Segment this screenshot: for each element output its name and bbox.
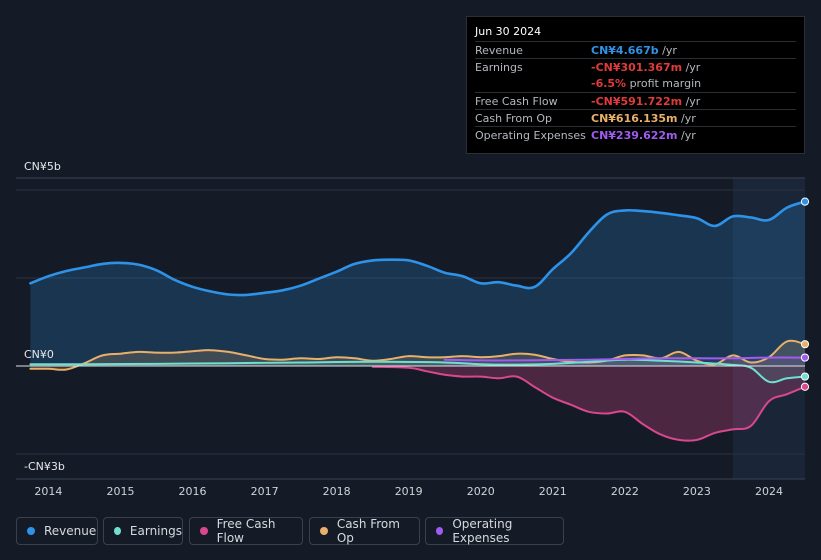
x-tick-label: 2020 — [467, 485, 495, 498]
tooltip-row-profit-margin: -6.5% profit margin — [475, 75, 796, 92]
x-tick-label: 2024 — [755, 485, 783, 498]
y-tick-label: CN¥0 — [24, 348, 54, 361]
tooltip-label: Free Cash Flow — [475, 95, 558, 108]
x-tick-label: 2021 — [539, 485, 567, 498]
series-lines — [29, 200, 807, 442]
free-cash-flow-area — [372, 366, 805, 441]
tooltip-row-operating-expenses: Operating Expenses CN¥239.622m /yr — [475, 126, 796, 144]
tooltip-value-wrap: CN¥239.622m /yr — [591, 129, 696, 142]
legend-label: Free Cash Flow — [216, 517, 276, 545]
revenue-area — [30, 201, 805, 366]
legend-dot-icon — [436, 527, 444, 535]
plot-background — [16, 178, 805, 479]
tooltip-value-wrap: -CN¥591.722m /yr — [591, 95, 700, 108]
tooltip-value: CN¥4.667b — [591, 44, 659, 57]
tooltip-value: CN¥616.135m — [591, 112, 678, 125]
legend-label: Operating Expenses — [452, 517, 513, 545]
tooltip-value: -6.5% — [591, 77, 627, 90]
cash-from-op-end-marker — [800, 340, 810, 349]
legend-item-cash-from-op[interactable]: Cash From Op — [309, 517, 420, 545]
tooltip-unit: /yr — [662, 44, 677, 57]
tooltip-label: Revenue — [475, 44, 523, 57]
tooltip-value-wrap: -CN¥301.367m /yr — [591, 61, 700, 74]
earnings-line — [29, 358, 806, 384]
tooltip-value-wrap: CN¥4.667b /yr — [591, 44, 677, 57]
series-end-markers — [800, 197, 810, 391]
y-axis-labels: CN¥5b CN¥0 -CN¥3b — [24, 160, 65, 473]
cash-from-op-line — [29, 339, 806, 371]
tooltip-value: CN¥239.622m — [591, 129, 678, 142]
tooltip-unit: /yr — [685, 95, 701, 108]
tooltip-row-earnings: Earnings -CN¥301.367m /yr — [475, 58, 796, 76]
x-tick-label: 2018 — [323, 485, 351, 498]
tooltip-date: Jun 30 2024 — [475, 25, 542, 38]
legend-dot-icon — [27, 527, 35, 535]
earnings-end-marker — [800, 372, 810, 381]
x-axis-labels: 2014 2015 2016 2017 2018 2019 2020 2021 2022 2023… — [34, 485, 783, 498]
x-tick-label: 2023 — [683, 485, 711, 498]
tooltip-unit: /yr — [681, 129, 696, 142]
revenue-end-marker — [800, 197, 810, 206]
tooltip-unit: /yr — [685, 61, 701, 74]
operating-expenses-line — [443, 356, 806, 362]
data-tooltip: Jun 30 2024 Revenue CN¥4.667b /yr Earnin… — [466, 16, 805, 154]
y-tick-label: CN¥5b — [24, 160, 61, 173]
tooltip-value: -CN¥301.367m — [591, 61, 683, 74]
x-tick-label: 2017 — [251, 485, 279, 498]
x-tick-label: 2015 — [106, 485, 134, 498]
tooltip-row-free-cash-flow: Free Cash Flow -CN¥591.722m /yr — [475, 92, 796, 110]
free-cash-flow-line — [371, 365, 806, 442]
x-tick-label: 2019 — [395, 485, 423, 498]
legend-label: Cash From Op — [336, 517, 400, 545]
revenue-line — [29, 200, 807, 297]
tooltip-row-cash-from-op: Cash From Op CN¥616.135m /yr — [475, 109, 796, 127]
tooltip-unit: profit margin — [629, 77, 702, 90]
legend-dot-icon — [200, 527, 208, 535]
legend-dot-icon — [320, 527, 328, 535]
tooltip-value-wrap: -6.5% profit margin — [591, 77, 701, 90]
legend-item-revenue[interactable]: Revenue — [16, 517, 98, 545]
tooltip-label: Operating Expenses — [475, 129, 586, 142]
legend-item-free-cash-flow[interactable]: Free Cash Flow — [189, 517, 303, 545]
operating-expenses-end-marker — [800, 353, 810, 362]
tooltip-row-revenue: Revenue CN¥4.667b /yr — [475, 41, 796, 59]
x-tick-label: 2022 — [611, 485, 639, 498]
tooltip-value: -CN¥591.722m — [591, 95, 683, 108]
legend-label: Revenue — [44, 524, 97, 538]
free-cash-flow-end-marker — [800, 382, 810, 391]
x-tick-label: 2016 — [179, 485, 207, 498]
legend-item-earnings[interactable]: Earnings — [103, 517, 183, 545]
tooltip-label: Earnings — [475, 61, 523, 74]
tooltip-unit: /yr — [681, 112, 696, 125]
legend-label: Earnings — [129, 524, 182, 538]
earnings-area — [30, 359, 805, 383]
tooltip-label: Cash From Op — [475, 112, 553, 125]
y-tick-label: -CN¥3b — [24, 460, 65, 473]
legend-dot-icon — [114, 527, 121, 535]
tooltip-value-wrap: CN¥616.135m /yr — [591, 112, 696, 125]
legend-item-operating-expenses[interactable]: Operating Expenses — [425, 517, 564, 545]
x-tick-label: 2014 — [34, 485, 62, 498]
